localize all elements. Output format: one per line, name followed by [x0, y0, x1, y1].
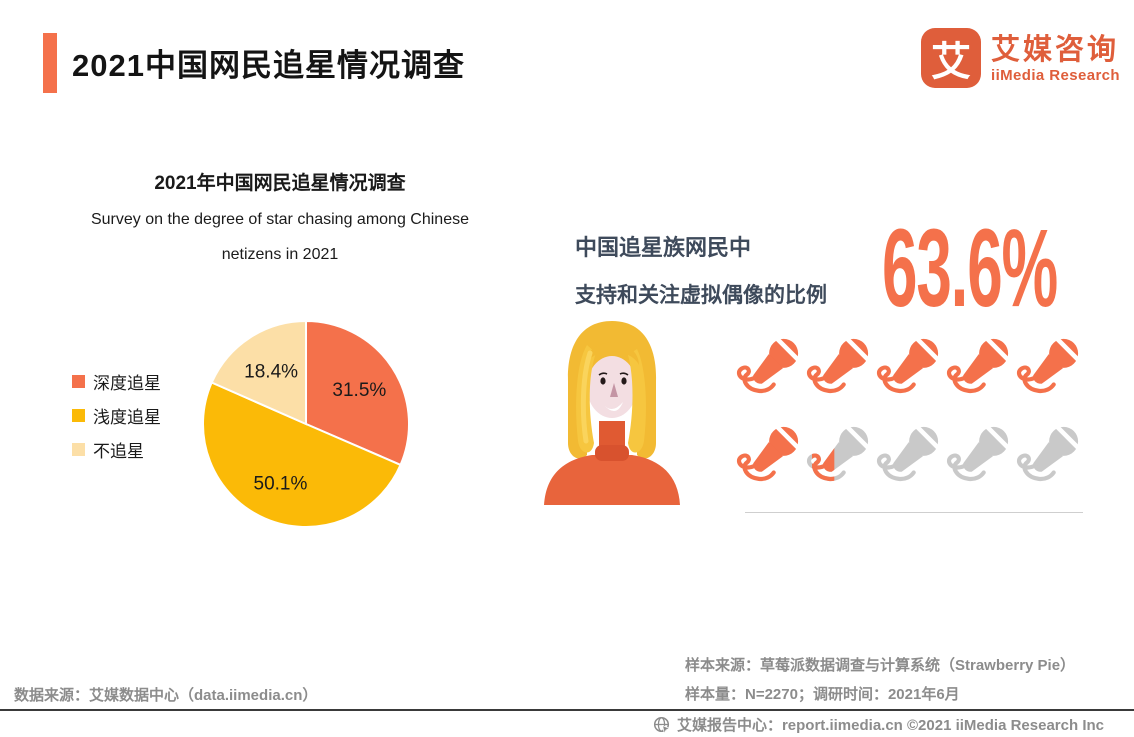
pie-value-label: 31.5% — [332, 380, 386, 401]
highlight-value: 63.6% — [882, 207, 1058, 330]
iimedia-logo-icon: 艾 — [921, 28, 982, 88]
pie-legend: 深度追星浅度追星不追星 — [72, 371, 161, 473]
avatar-svg — [544, 321, 680, 505]
avatar-eye-right — [621, 377, 627, 385]
microphone-icon — [1016, 334, 1084, 398]
sample-size: 样本量：N=2270；调研时间：2021年6月 — [685, 686, 960, 703]
chart-title: 2021年中国网民追星情况调查 — [154, 173, 406, 194]
sample-source-block: 样本来源：草莓派数据调查与计算系统（Strawberry Pie） 样本量：N=… — [685, 651, 1075, 709]
legend-item: 深度追星 — [72, 371, 161, 393]
highlight-heading: 中国追星族网民中 支持和关注虚拟偶像的比例 — [575, 230, 827, 309]
highlight-heading-line1: 中国追星族网民中 — [575, 235, 752, 260]
iimedia-logo: 艾 艾媒咨询 iiMedia Research — [921, 28, 1120, 88]
microphone-icon — [946, 422, 1014, 486]
chart-subtitle-line2: netizens in 2021 — [221, 246, 339, 263]
avatar-nose — [610, 383, 618, 397]
microphone-icon — [946, 334, 1014, 398]
avatar-illustration — [540, 315, 685, 505]
pie-slice-浅度追星 — [202, 381, 402, 528]
avatar-hair-top — [585, 342, 639, 365]
microphone-icon — [876, 334, 944, 398]
page-title: 2021中国网民追星情况调查 — [72, 48, 465, 83]
pie-chart-wrap: 31.5% 50.1% 18.4% — [201, 319, 411, 529]
legend-item: 不追星 — [72, 439, 161, 461]
microphone-partial-fill — [812, 424, 835, 486]
chart-subtitle: Survey on the degree of star chasing amo… — [50, 202, 510, 272]
microphone-grid — [736, 334, 1084, 486]
pie-value-label: 18.4% — [244, 362, 298, 383]
avatar-shoulders — [544, 455, 680, 505]
avatar-face — [587, 356, 637, 418]
data-source: 数据来源：艾媒数据中心（data.iimedia.cn） — [14, 687, 318, 704]
avatar-hair-left — [576, 345, 596, 453]
pie-slice-不追星 — [210, 319, 307, 426]
avatar-hair-right — [628, 349, 646, 453]
legend-swatch-icon — [72, 408, 85, 422]
pie-slice-深度追星 — [305, 319, 410, 467]
avatar-eye-left — [600, 377, 606, 385]
sample-source: 样本来源：草莓派数据调查与计算系统（Strawberry Pie） — [685, 657, 1076, 674]
pie-value-label: 50.1% — [254, 474, 308, 495]
footer: 艾媒报告中心：report.iimedia.cn ©2021 iiMedia R… — [653, 714, 1104, 735]
iimedia-logo-text: 艾媒咨询 iiMedia Research — [991, 33, 1120, 84]
microphone-icon — [806, 422, 874, 486]
title-accent-bar — [43, 33, 57, 93]
legend-swatch-icon — [72, 442, 85, 456]
avatar-collar — [595, 445, 629, 461]
chart-subtitle-line1: Survey on the degree of star chasing amo… — [90, 211, 469, 228]
microphone-icon — [1016, 422, 1084, 486]
footer-divider — [0, 709, 1134, 711]
microphone-icon — [806, 334, 874, 398]
avatar-hair-highlight — [580, 350, 593, 444]
legend-item: 浅度追星 — [72, 405, 161, 427]
logo-name-en: iiMedia Research — [991, 66, 1120, 84]
microphone-icon — [736, 334, 804, 398]
microphone-icon — [736, 422, 804, 486]
microphone-icon — [876, 422, 944, 486]
avatar-brow-right — [619, 372, 629, 376]
legend-swatch-icon — [72, 374, 85, 388]
avatar-smile — [603, 402, 623, 412]
logo-name-cn: 艾媒咨询 — [991, 33, 1120, 66]
pie-chart: 31.5% 50.1% 18.4% — [202, 319, 410, 528]
footer-text: 艾媒报告中心：report.iimedia.cn ©2021 iiMedia R… — [676, 717, 1104, 734]
highlight-heading-line2: 支持和关注虚拟偶像的比例 — [575, 284, 827, 307]
globe-cursor-icon — [653, 716, 671, 734]
microphone-divider — [745, 512, 1083, 513]
legend-label: 深度追星 — [93, 373, 161, 393]
avatar-brow-left — [598, 372, 608, 376]
legend-label: 不追星 — [93, 441, 144, 461]
legend-label: 浅度追星 — [93, 407, 161, 427]
